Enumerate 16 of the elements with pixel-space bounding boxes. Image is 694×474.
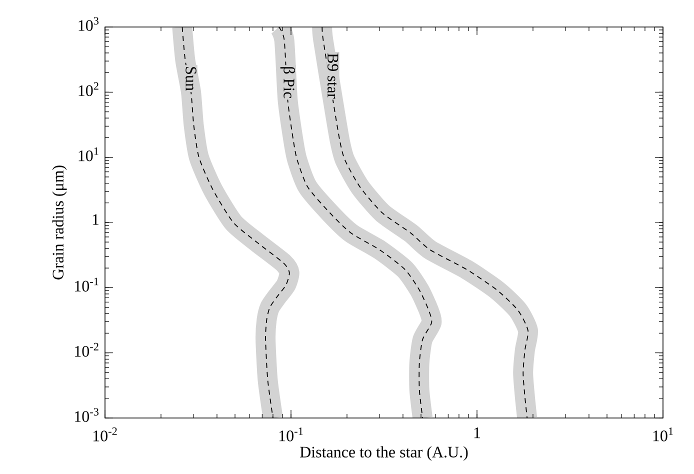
x-tick-label: 10$^{1}$: [653, 428, 673, 442]
text: B9 star: [328, 53, 338, 99]
text: Sun: [186, 67, 196, 91]
y-tick-label: 10$^{1}$: [78, 147, 98, 162]
x-tick-label: 10$^{-1}$: [279, 428, 303, 442]
x-tick-label: 10$^{-2}$: [94, 428, 117, 442]
y-tick-label: 10$^{2}$: [78, 82, 98, 96]
y-tick-label: 10$^{-3}$: [75, 408, 99, 422]
y-tick-label: 10$^{-1}$: [75, 278, 98, 292]
y-axis-title: Grain radius (μm): [52, 166, 67, 280]
x-axis-title: Distance to the star (A.U.): [300, 446, 468, 461]
y-tick-label: 10$^{-2}$: [75, 342, 98, 357]
text: β Pic: [280, 67, 296, 98]
y-tick-label: 1: [92, 214, 99, 225]
y-tick-label: 10$^{3}$: [78, 17, 99, 31]
x-tick-label: 1: [474, 428, 480, 438]
